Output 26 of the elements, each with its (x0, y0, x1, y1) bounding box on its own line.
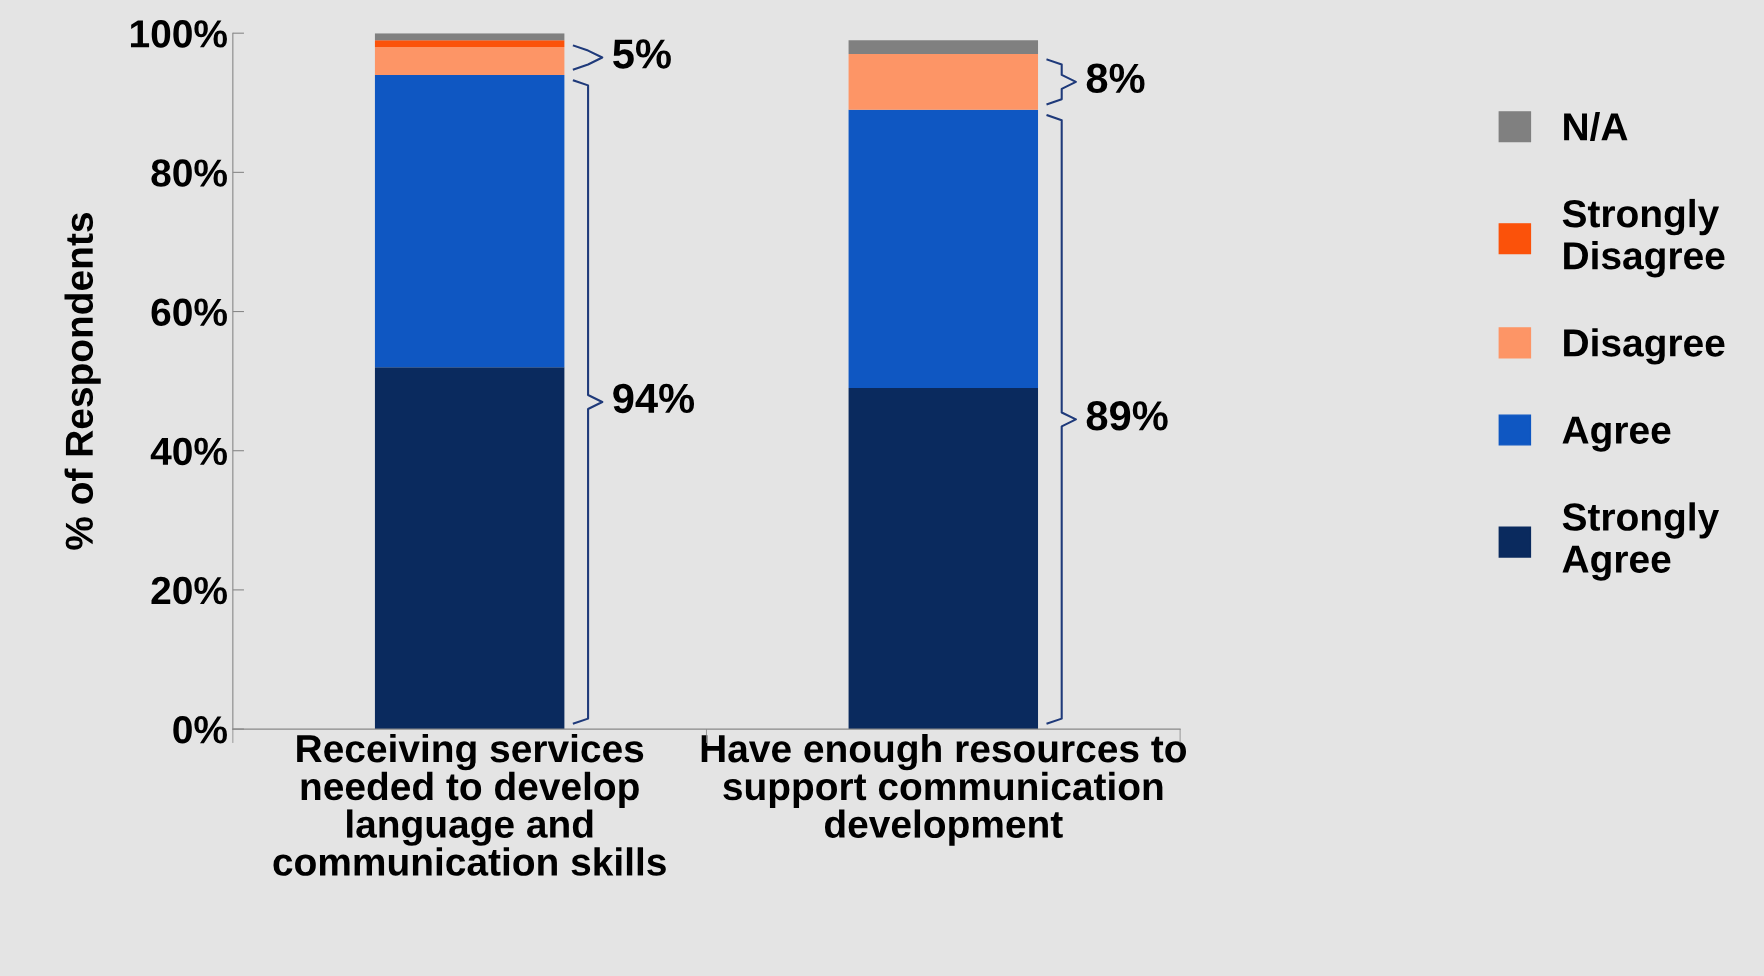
y-axis-title: % of Respondents (64, 213, 101, 550)
bar (848, 109, 1039, 389)
y-tick-label: 20% (151, 576, 227, 605)
legend-label: Agree (1562, 416, 1671, 452)
annotation: 89% (1086, 401, 1168, 431)
bar (848, 388, 1039, 730)
annotation: 94% (613, 383, 695, 414)
bar (848, 54, 1039, 110)
x-tick-label: Receiving services needed to develop language and communication skills (273, 733, 666, 876)
bar (374, 47, 565, 75)
legend-label: Strongly Agree (1562, 502, 1720, 581)
bar (848, 40, 1039, 55)
bar (374, 40, 565, 48)
annotation: 8% (1086, 63, 1145, 94)
y-tick-label: 80% (151, 159, 227, 187)
y-tick-label: 60% (151, 298, 227, 327)
y-tick-label: 0% (173, 716, 227, 744)
legend-label: Strongly Disagree (1562, 198, 1725, 278)
x-tick-label: Have enough resources to support communication development (701, 733, 1186, 846)
bar (374, 367, 565, 730)
legend-label: Disagree (1564, 328, 1725, 365)
y-tick-label: 100% (130, 20, 227, 48)
bar (374, 74, 565, 368)
y-tick-label: 40% (150, 437, 227, 466)
legend-label: N/A (1564, 112, 1628, 142)
annotation: 5% (613, 39, 671, 69)
